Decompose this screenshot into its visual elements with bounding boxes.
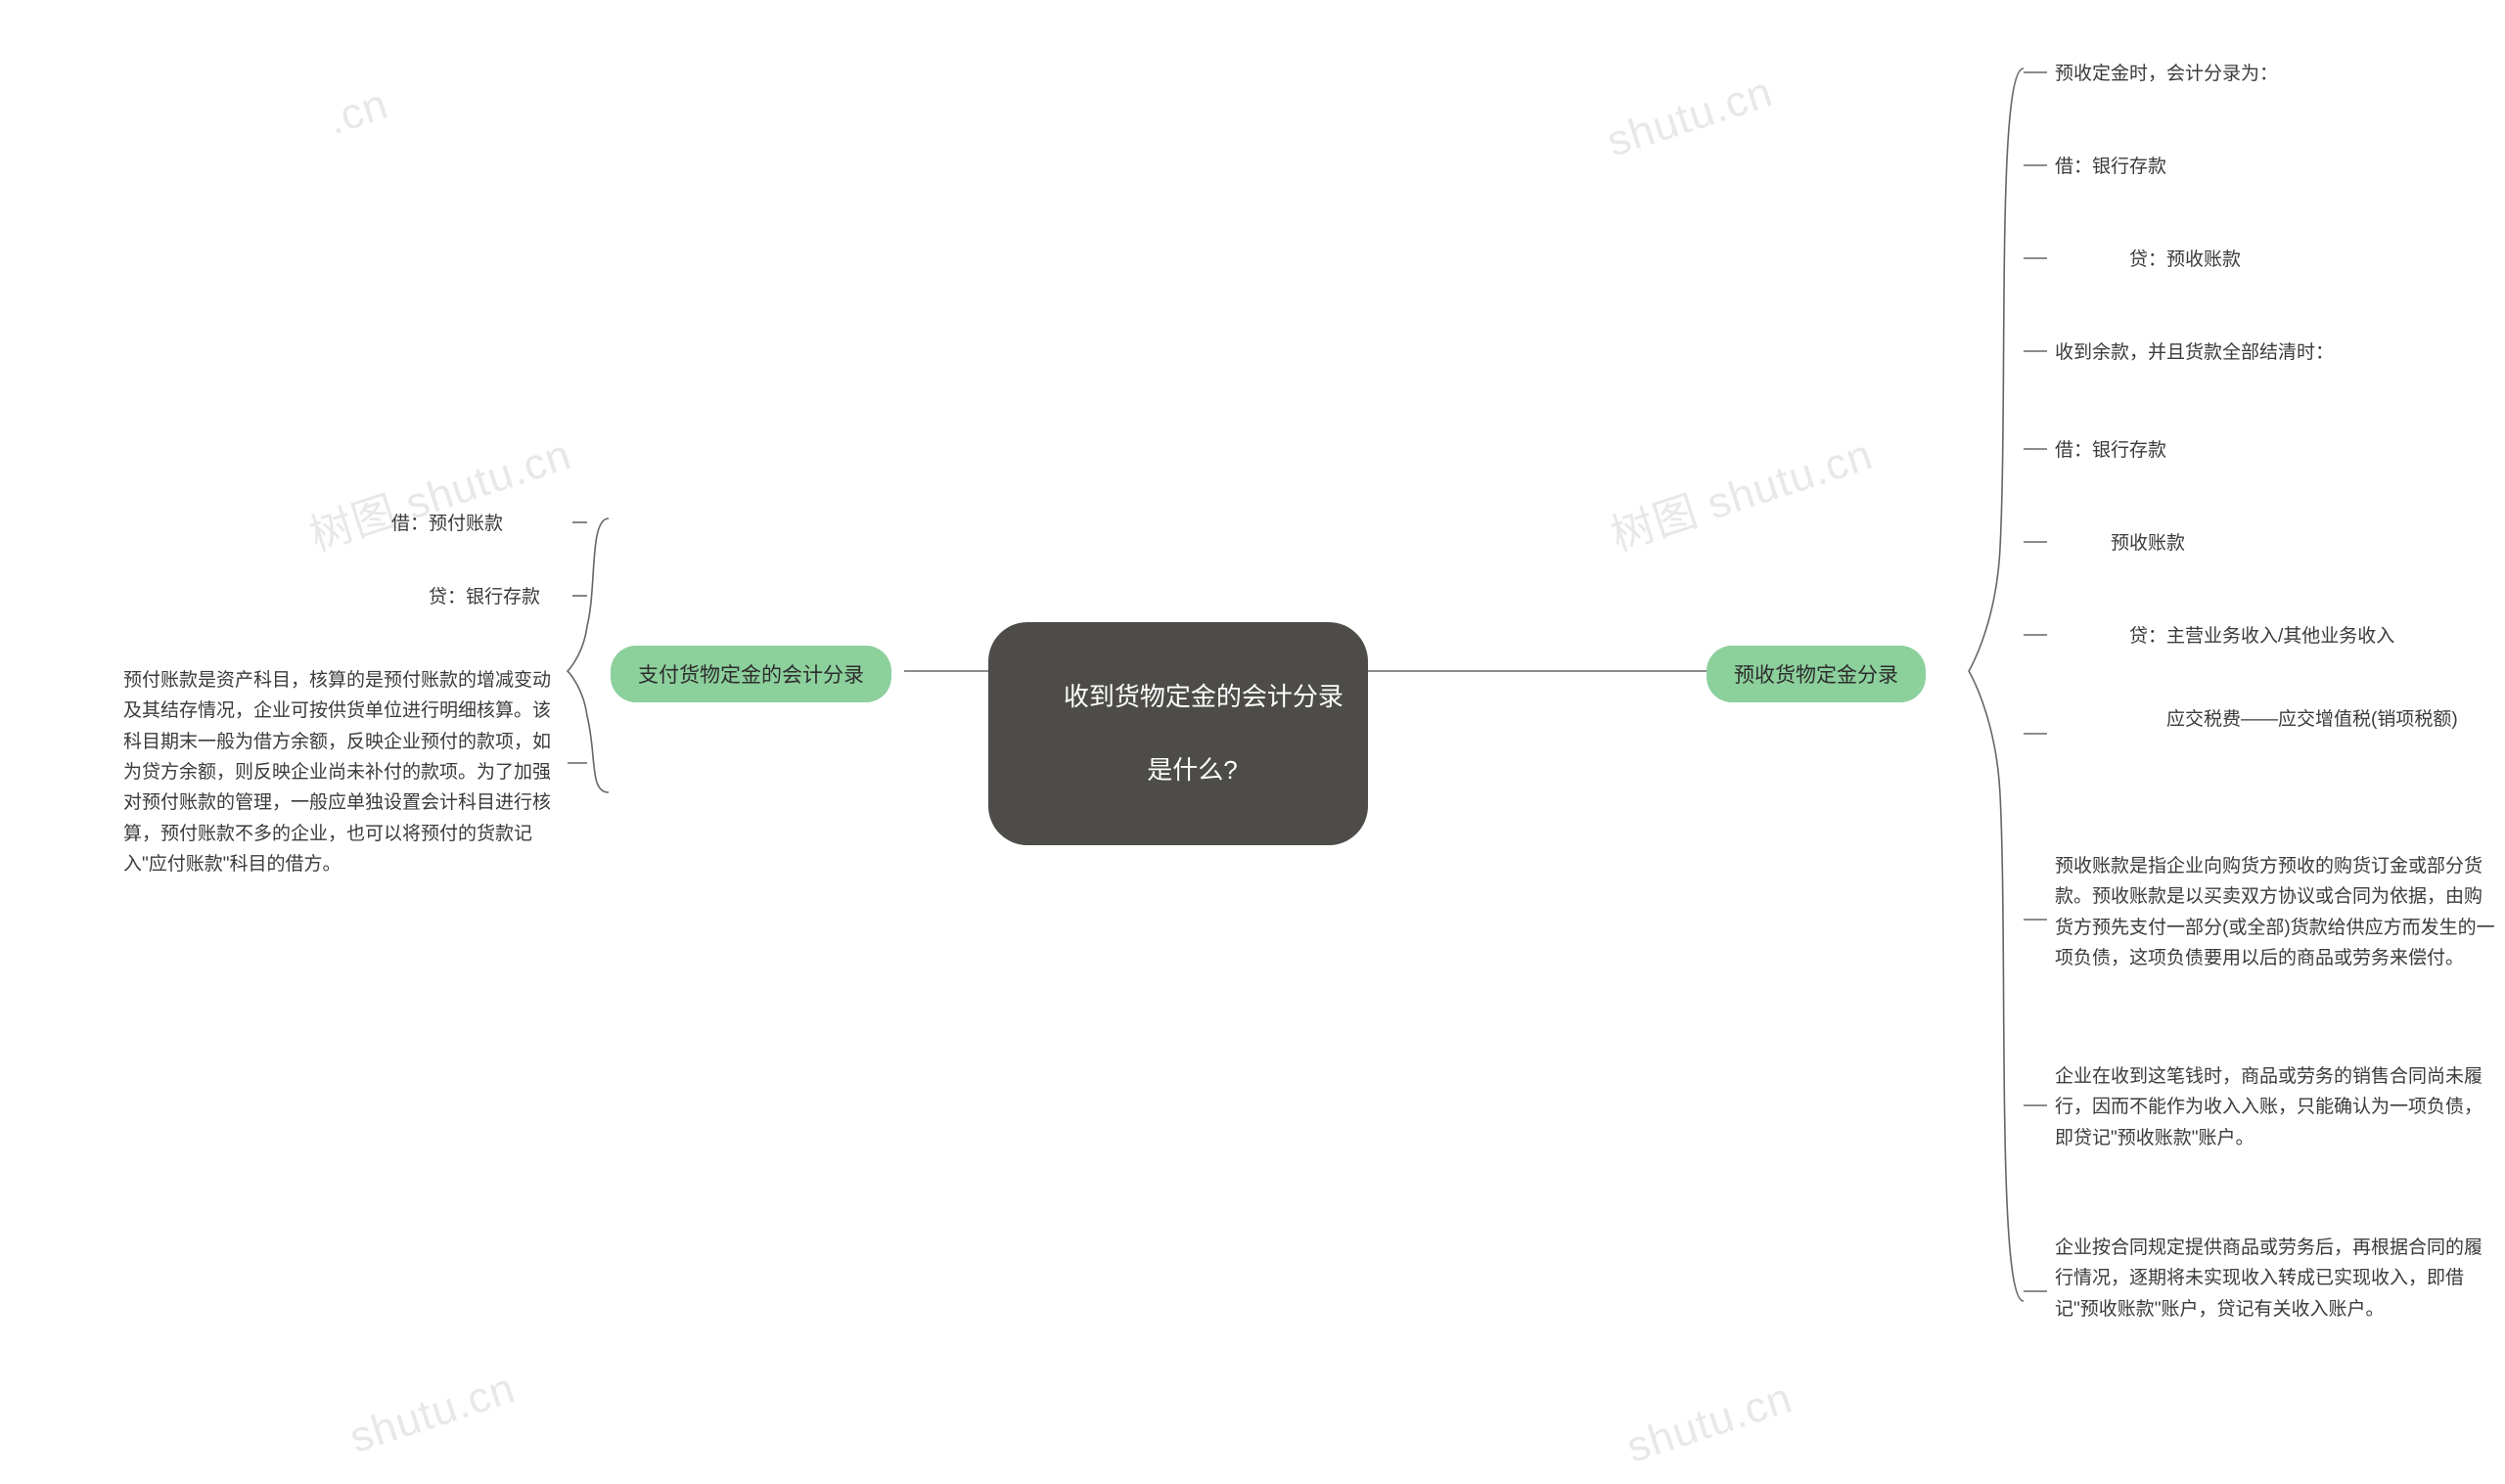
watermark: shutu.cn bbox=[344, 1364, 522, 1462]
right-leaf-9: 企业在收到这笔钱时，商品或劳务的销售合同尚未履行，因而不能作为收入入账，只能确认… bbox=[2055, 1061, 2495, 1153]
left-branch-label: 支付货物定金的会计分录 bbox=[638, 664, 864, 687]
right-leaf-6: 贷：主营业务收入/其他业务收入 bbox=[2055, 621, 2495, 652]
root-node[interactable]: 收到货物定金的会计分录 是什么? bbox=[988, 622, 1368, 845]
watermark: 树图 shutu.cn bbox=[1602, 420, 1880, 563]
left-branch-node[interactable]: 支付货物定金的会计分录 bbox=[611, 646, 891, 702]
left-leaf-1: 贷：银行存款 bbox=[391, 582, 607, 612]
mindmap-canvas: 树图 shutu.cn 树图 shutu.cn .cn shutu.cn shu… bbox=[0, 0, 2505, 1484]
left-bracket bbox=[568, 518, 609, 792]
left-leaf-0: 借：预付账款 bbox=[391, 509, 607, 539]
right-leaf-10: 企业按合同规定提供商品或劳务后，再根据合同的履行情况，逐期将未实现收入转成已实现… bbox=[2055, 1233, 2495, 1325]
right-leaf-8: 预收账款是指企业向购货方预收的购货订金或部分货款。预收账款是以买卖双方协议或合同… bbox=[2055, 851, 2495, 973]
right-leaf-3: 收到余款，并且货款全部结清时： bbox=[2055, 337, 2466, 368]
right-leaf-1: 借：银行存款 bbox=[2055, 152, 2466, 182]
watermark: shutu.cn bbox=[1602, 67, 1779, 166]
watermark: 树图 shutu.cn bbox=[300, 420, 578, 563]
root-line1: 收到货物定金的会计分录 bbox=[1064, 682, 1344, 711]
watermark: shutu.cn bbox=[1621, 1373, 1799, 1472]
right-leaf-2: 贷：预收账款 bbox=[2055, 245, 2466, 275]
right-leaf-0: 预收定金时，会计分录为： bbox=[2055, 59, 2466, 89]
right-bracket bbox=[1969, 68, 2024, 1301]
right-leaf-4: 借：银行存款 bbox=[2055, 435, 2466, 466]
watermark: .cn bbox=[322, 80, 394, 146]
right-leaf-7: 应交税费——应交增值税(销项税额) bbox=[2055, 704, 2495, 735]
right-branch-node[interactable]: 预收货物定金分录 bbox=[1707, 646, 1926, 702]
right-branch-label: 预收货物定金分录 bbox=[1734, 664, 1898, 687]
left-leaf-2: 预付账款是资产科目，核算的是预付账款的增减变动及其结存情况，企业可按供货单位进行… bbox=[123, 665, 568, 879]
root-line2: 是什么? bbox=[1147, 755, 1237, 785]
right-leaf-5: 预收账款 bbox=[2055, 528, 2466, 559]
